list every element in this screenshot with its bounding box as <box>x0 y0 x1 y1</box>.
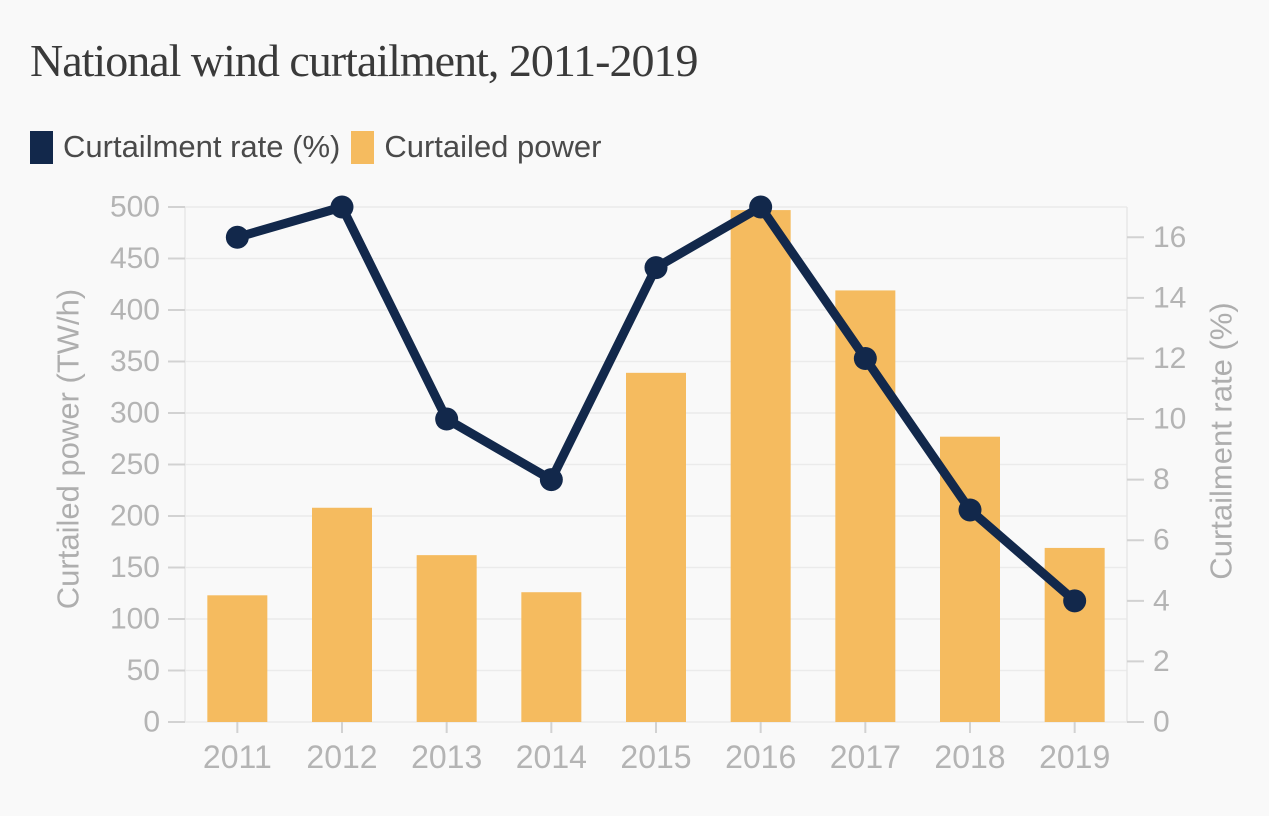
right-axis-title: Curtailment rate (%) <box>1204 302 1239 579</box>
left-axis-title: Curtailed power (TW/h) <box>51 289 86 609</box>
rate-point-2014 <box>539 468 563 492</box>
right-axis-tick-label: 2 <box>1153 645 1170 678</box>
legend-swatch-curtailment-rate <box>30 130 53 164</box>
left-axis-tick-label: 500 <box>110 191 160 224</box>
left-axis-tick-label: 400 <box>110 294 160 327</box>
chart-legend: Curtailment rate (%) Curtailed power <box>30 129 601 165</box>
left-axis-tick-label: 450 <box>110 242 160 275</box>
bar-2012 <box>312 507 372 722</box>
right-axis-tick-label: 4 <box>1153 584 1170 617</box>
right-axis-tick-label: 14 <box>1153 281 1186 314</box>
legend-label-curtailment-rate: Curtailment rate (%) <box>63 129 341 164</box>
legend-item-curtailment-rate: Curtailment rate (%) <box>30 129 340 165</box>
bar-2013 <box>416 555 477 722</box>
rate-point-2012 <box>330 195 354 219</box>
x-axis-label: 2019 <box>1039 739 1110 775</box>
rate-point-2011 <box>225 225 249 249</box>
rate-point-2013 <box>435 407 459 431</box>
left-axis-tick-label: 150 <box>110 551 160 584</box>
left-axis-tick-label: 350 <box>110 345 160 378</box>
left-axis-tick-label: 200 <box>110 500 160 533</box>
rate-point-2017 <box>853 346 877 370</box>
x-axis-label: 2013 <box>411 739 482 775</box>
left-axis-tick-label: 300 <box>110 397 160 430</box>
x-axis-label: 2011 <box>203 739 272 775</box>
right-axis-tick-label: 0 <box>1153 706 1170 739</box>
rate-point-2019 <box>1063 589 1087 613</box>
bar-2014 <box>521 592 582 722</box>
bar-2016 <box>730 210 791 722</box>
rate-point-2018 <box>958 498 982 522</box>
x-axis-label: 2017 <box>830 739 901 775</box>
left-axis-tick-label: 50 <box>127 654 160 687</box>
legend-swatch-curtailed-power <box>351 130 375 164</box>
rate-point-2015 <box>644 256 668 280</box>
x-axis-label: 2016 <box>725 739 796 775</box>
rate-point-2016 <box>749 195 773 219</box>
chart-title: National wind curtailment, 2011-2019 <box>30 35 698 86</box>
left-axis-tick-label: 100 <box>110 603 160 636</box>
x-axis-label: 2015 <box>620 739 691 775</box>
right-axis-tick-label: 16 <box>1153 221 1186 254</box>
bar-2011 <box>207 595 268 722</box>
right-axis-tick-label: 8 <box>1153 463 1170 496</box>
x-axis-label: 2012 <box>306 739 377 775</box>
right-axis-tick-label: 12 <box>1153 342 1186 375</box>
left-axis-tick-label: 250 <box>110 448 160 481</box>
right-axis-tick-label: 6 <box>1153 524 1170 557</box>
bar-2019 <box>1044 547 1105 722</box>
bar-2015 <box>626 372 686 722</box>
right-axis-tick-label: 10 <box>1153 403 1186 436</box>
x-axis-label: 2018 <box>934 739 1005 775</box>
x-axis-label: 2014 <box>516 739 587 775</box>
left-axis-tick-label: 0 <box>143 706 160 739</box>
legend-label-curtailed-power: Curtailed power <box>384 129 602 164</box>
legend-item-curtailed-power: Curtailed power <box>351 129 601 165</box>
